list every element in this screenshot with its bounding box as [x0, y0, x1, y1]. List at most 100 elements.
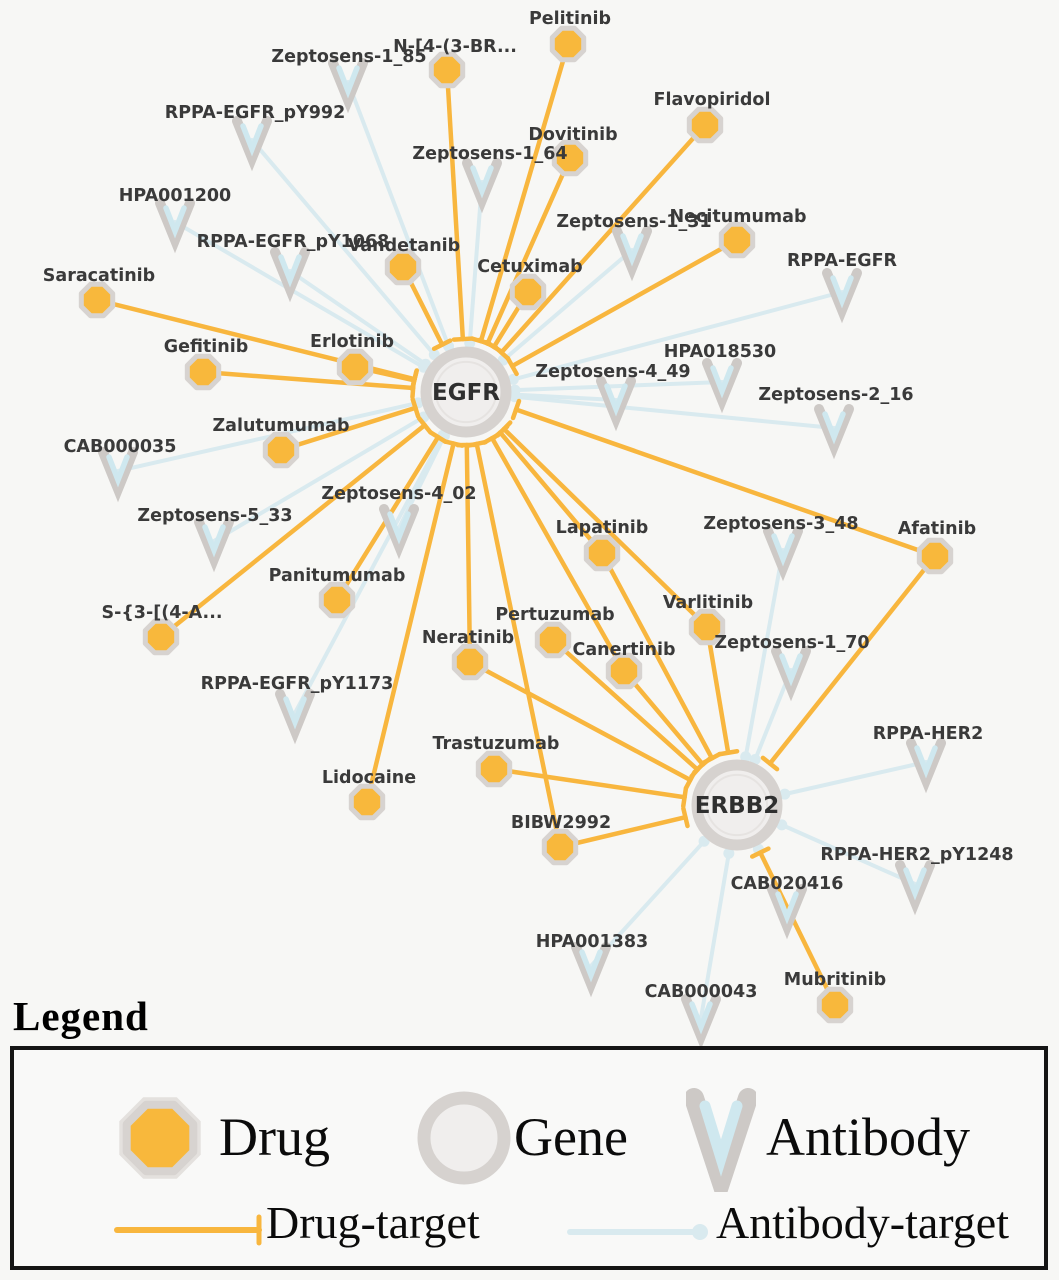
antibody-node-fill	[202, 524, 226, 558]
edge-endpoint-tee	[505, 355, 519, 377]
node-labels: Pelitinib N-[4-(3-BR... Flavopiridol Doviti…	[43, 9, 1014, 1002]
drug-node-s-3-4-a	[142, 618, 180, 656]
antibody-target-edge-icon	[562, 1214, 722, 1254]
antibody-node-fill	[106, 454, 130, 488]
drug-node-erlotinib	[336, 348, 374, 386]
drug-node-bibw2992	[541, 828, 579, 866]
antibody-node-fill	[914, 745, 938, 779]
node-label-zeptosens-1-70: Zeptosens-1_70	[714, 633, 869, 653]
antibody-node-rppa-egfr-py1068	[270, 247, 310, 303]
antibody-target-edge-zeptosens-4-49-egfr	[512, 392, 618, 402]
antibody-target-edge-rppa-egfr-py1068-egfr	[288, 269, 428, 367]
node-label-rppa-egfr: RPPA-EGFR	[787, 251, 898, 271]
edge-endpoint-tee	[416, 415, 433, 435]
antibody-node-fill	[689, 1001, 713, 1035]
antibody-target-edge-zeptosens-1-64-egfr	[467, 180, 484, 346]
antibody-node-cab000043	[681, 994, 721, 1050]
antibody-node-rppa-egfr-py1173	[275, 689, 315, 745]
drug-octagon	[122, 1100, 198, 1176]
node-label-s-3-4-a: S-{3-[(4-A...	[101, 603, 222, 623]
gene-label-egfr: EGFR	[432, 380, 500, 406]
antibody-target-dot	[692, 1224, 708, 1240]
edge-endpoint-tee	[681, 786, 689, 809]
legend-antibody-label: Antibody	[766, 1107, 971, 1167]
node-label-cab020416: CAB020416	[731, 874, 844, 894]
node-label-zeptosens-3-48: Zeptosens-3_48	[703, 514, 858, 534]
node-label-necitumumab: Necitumumab	[670, 207, 807, 227]
drug-node-afatinib	[916, 537, 954, 575]
drug-target-edge-neratinib-egfr	[464, 442, 473, 665]
antibody-node-rppa-her2-py1248	[895, 860, 935, 916]
antibody-target-edge-zeptosens-1-31-egfr	[501, 248, 634, 363]
drug-target-edge-afatinib-erbb2	[767, 553, 938, 766]
drug-target-edge-canertinib-erbb2	[621, 668, 706, 767]
node-label-cetuximab: Cetuximab	[477, 257, 582, 277]
drug-node-cetuximab	[509, 273, 547, 311]
antibody-node-fill	[387, 511, 411, 545]
drug-node-dovitinib	[551, 139, 589, 177]
node-label-gefitinib: Gefitinib	[164, 337, 249, 357]
edge-endpoint-tee	[717, 748, 740, 757]
drug-target-edge-bibw2992-erbb2	[557, 814, 688, 850]
drug-target-edge-n-4-3-br-egfr	[444, 67, 466, 342]
node-label-vandetanib: Vandetanib	[348, 236, 460, 256]
antibody-node-rppa-her2	[906, 738, 946, 794]
drug-node-lidocaine	[348, 783, 386, 821]
node-label-neratinib: Neratinib	[422, 628, 514, 648]
edge-endpoint-dot	[507, 373, 519, 385]
antibody-node-zeptosens-3-48	[763, 526, 803, 582]
drug-target-edge-varlitinib-egfr	[501, 426, 710, 630]
legend-box: Drug Gene Antibody Drug-target Antibody-…	[10, 1046, 1048, 1270]
legend-drug-target-label: Drug-target	[266, 1197, 480, 1248]
node-label-zeptosens-5-33: Zeptosens-5_33	[137, 506, 292, 526]
node-label-mubritinib: Mubritinib	[784, 970, 886, 990]
legend-antibody-target-label: Antibody-target	[716, 1197, 1009, 1248]
edge-endpoint-tee	[760, 755, 780, 772]
drug-node-mubritinib	[816, 986, 854, 1024]
nodes	[78, 25, 954, 1050]
gene-circle	[417, 1091, 511, 1185]
node-label-n-4-3-br: N-[4-(3-BR...	[393, 37, 517, 57]
antibody-node-fill	[278, 254, 302, 288]
drug-target-edge-flavopiridol-egfr	[499, 122, 708, 355]
node-label-pertuzumab: Pertuzumab	[495, 605, 614, 625]
drug-node-varlitinib	[688, 608, 726, 646]
drug-target-edge-icon	[109, 1210, 279, 1254]
drug-node-panitumumab	[318, 581, 356, 619]
drug-octagon-icon	[110, 1088, 210, 1192]
drug-target-edge-pelitinib-egfr	[478, 41, 571, 344]
gene-node-inner-ring	[434, 360, 498, 424]
antibody-node-fill	[779, 653, 803, 687]
drug-node-necitumumab	[718, 221, 756, 259]
drug-node-pelitinib	[549, 25, 587, 63]
antibody-node-fill	[470, 165, 494, 199]
gene-label-erbb2: ERBB2	[695, 793, 780, 819]
antibody-node-zeptosens-4-49	[596, 376, 636, 432]
antibody-node-cab020416	[767, 884, 807, 940]
drug-target-edge-zalutumumab-egfr	[278, 405, 418, 453]
drug-target-edge-varlitinib-erbb2	[704, 624, 731, 755]
antibody-node-fill	[336, 65, 360, 99]
node-label-zalutumumab: Zalutumumab	[212, 416, 349, 436]
node-label-zeptosens-1-64: Zeptosens-1_64	[412, 144, 567, 164]
gene-node-inner-ring	[705, 773, 769, 837]
drug-node-n-4-3-br	[428, 51, 466, 89]
antibody-node-rppa-egfr-py992	[232, 116, 272, 172]
node-label-lapatinib: Lapatinib	[556, 518, 649, 538]
node-label-dovitinib: Dovitinib	[528, 125, 617, 145]
antibody-node-fill	[604, 383, 628, 417]
node-label-hpa018530: HPA018530	[664, 342, 776, 362]
drug-target-edge-canertinib-egfr	[489, 435, 627, 674]
edge-endpoint-dot	[723, 847, 735, 859]
antibody-node-fill	[579, 949, 603, 983]
antibody-node-zeptosens-1-64	[462, 158, 502, 214]
drug-target-edge-neratinib-erbb2	[467, 659, 693, 783]
edge-endpoint-dot	[740, 751, 752, 763]
antibody-arrow-fill	[699, 1100, 743, 1177]
antibody-target-edge-rppa-egfr-py1173-egfr	[293, 433, 445, 715]
node-label-saracatinib: Saracatinib	[43, 266, 155, 286]
antibody-node-zeptosens-4-02	[379, 504, 419, 560]
edge-endpoint-tee	[681, 806, 690, 829]
node-label-bibw2992: BIBW2992	[511, 813, 611, 833]
node-label-cab000043: CAB000043	[645, 982, 758, 1002]
